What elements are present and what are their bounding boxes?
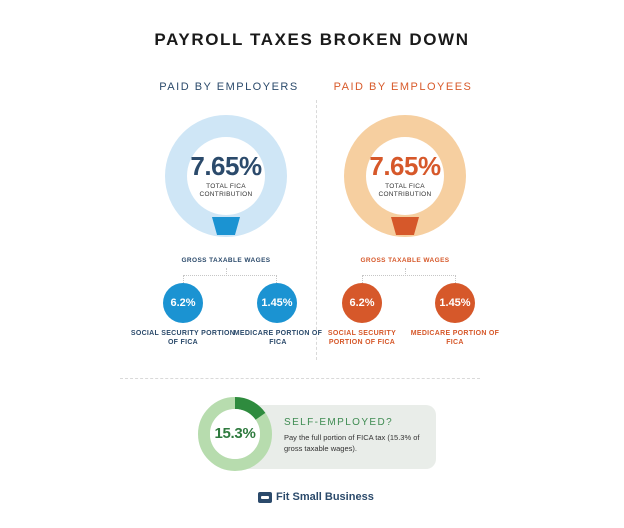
employers-total-label: TOTAL FICA CONTRIBUTION xyxy=(199,182,253,198)
employees-total-pct: 7.65% xyxy=(369,150,441,181)
employees-connector xyxy=(362,275,456,287)
employers-medicare-circle: 1.45% xyxy=(257,283,297,323)
employers-connector-stem xyxy=(226,268,227,276)
brand-logo: Fit Small Business xyxy=(258,491,374,503)
self-employed-donut xyxy=(198,397,272,471)
employees-heading: PAID BY EMPLOYEES xyxy=(333,81,473,93)
self-employed-title: SELF-EMPLOYED? xyxy=(284,417,394,428)
section-divider xyxy=(120,378,480,379)
employees-medicare-label: MEDICARE PORTION OF FICA xyxy=(410,330,500,347)
employers-total-pct: 7.65% xyxy=(190,150,262,181)
page-title: PAYROLL TAXES BROKEN DOWN xyxy=(154,30,470,49)
employees-ss-label: SOCIAL SECURITY PORTION OF FICA xyxy=(327,330,397,347)
employers-connector xyxy=(183,275,277,287)
employees-medicare-circle: 1.45% xyxy=(435,283,475,323)
employers-ss-circle: 6.2% xyxy=(163,283,203,323)
employers-ss-label: SOCIAL SECURITY PORTION OF FICA xyxy=(130,330,236,347)
employers-medicare-label: MEDICARE PORTION OF FICA xyxy=(233,330,323,347)
employees-fica-wedge xyxy=(391,217,419,235)
self-employed-pct: 15.3% xyxy=(214,425,256,442)
employees-total-label: TOTAL FICA CONTRIBUTION xyxy=(378,182,432,198)
self-employed-text: Pay the full portion of FICA tax (15.3% … xyxy=(284,433,420,453)
employees-connector-stem xyxy=(405,268,406,276)
employers-fica-wedge xyxy=(212,217,240,235)
employees-gross-label: GROSS TAXABLE WAGES xyxy=(360,257,450,264)
self-employed-ring-hole xyxy=(210,409,260,459)
employers-heading: PAID BY EMPLOYERS xyxy=(159,81,299,93)
employees-ss-circle: 6.2% xyxy=(342,283,382,323)
employers-gross-label: GROSS TAXABLE WAGES xyxy=(181,257,271,264)
brand-name: Fit Small Business xyxy=(276,491,374,503)
self-employed-ring-share xyxy=(198,397,272,471)
employees-total-ring: 7.65% TOTAL FICA CONTRIBUTION xyxy=(344,115,466,237)
employers-total-ring: 7.65% TOTAL FICA CONTRIBUTION xyxy=(165,115,287,237)
column-divider xyxy=(316,100,317,360)
wallet-icon xyxy=(258,491,272,503)
